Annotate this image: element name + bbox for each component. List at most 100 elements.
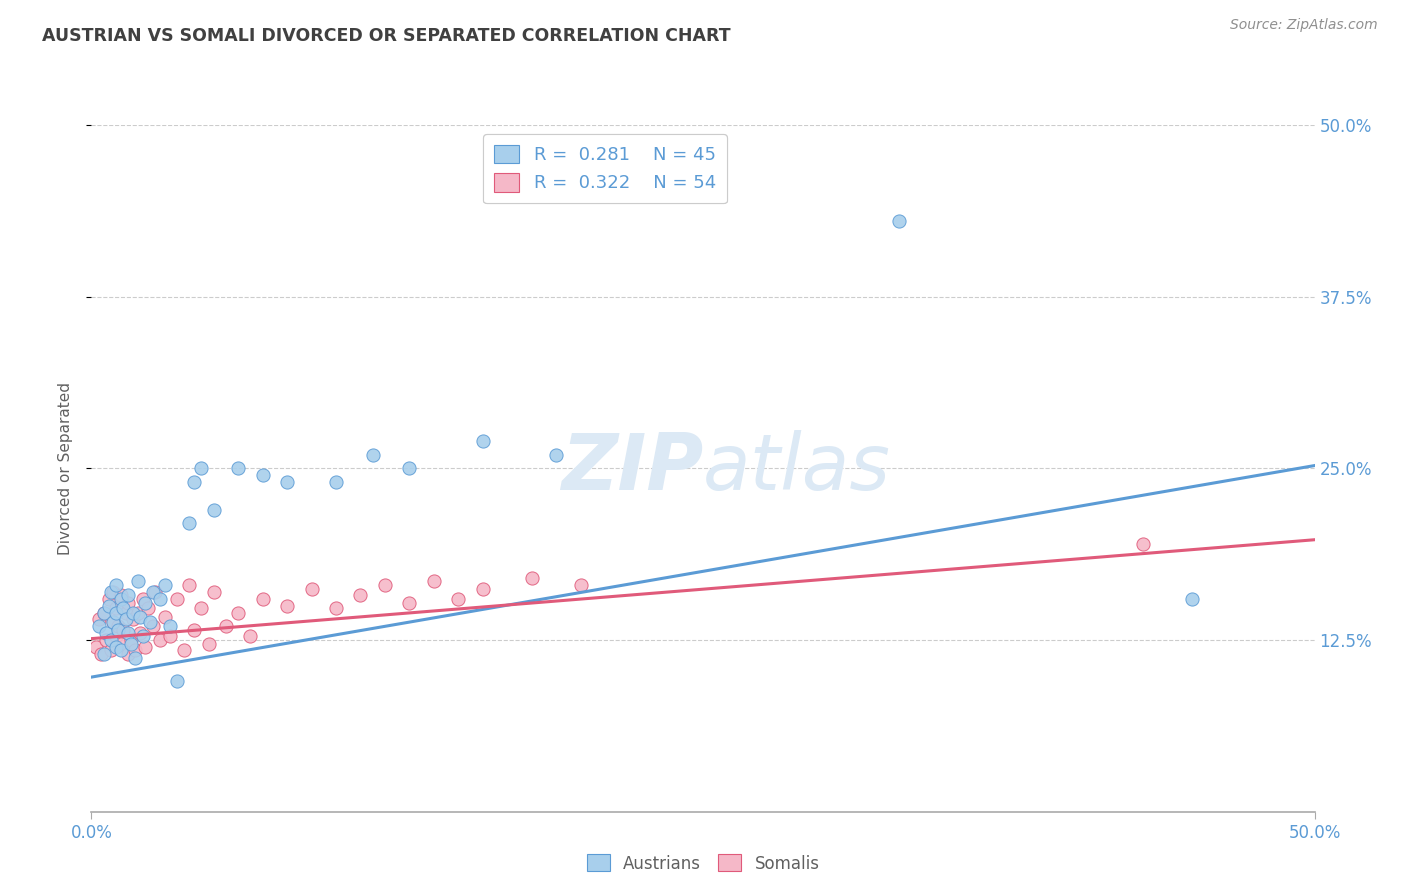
- Point: [110, 642, 132, 657]
- Point: [546, 448, 568, 462]
- Point: [136, 601, 159, 615]
- Point: [97, 591, 120, 606]
- Point: [447, 591, 470, 606]
- Point: [104, 601, 127, 615]
- Point: [471, 582, 494, 597]
- Point: [198, 637, 221, 651]
- Point: [215, 619, 238, 633]
- Point: [132, 591, 155, 606]
- Point: [226, 606, 249, 620]
- Point: [143, 585, 166, 599]
- Point: [117, 588, 139, 602]
- Point: [252, 468, 274, 483]
- Point: [129, 609, 152, 624]
- Point: [569, 578, 592, 592]
- Point: [520, 571, 543, 585]
- Point: [141, 619, 163, 633]
- Point: [104, 629, 127, 643]
- Point: [139, 615, 162, 629]
- Point: [112, 601, 135, 615]
- Point: [226, 461, 249, 475]
- Point: [179, 516, 201, 531]
- Text: AUSTRIAN VS SOMALI DIVORCED OR SEPARATED CORRELATION CHART: AUSTRIAN VS SOMALI DIVORCED OR SEPARATED…: [42, 27, 731, 45]
- Point: [252, 591, 274, 606]
- Point: [120, 633, 142, 648]
- Point: [114, 612, 136, 626]
- Point: [124, 642, 146, 657]
- Point: [423, 574, 446, 588]
- Point: [134, 596, 156, 610]
- Point: [84, 640, 107, 654]
- Point: [190, 601, 212, 615]
- Point: [107, 619, 129, 633]
- Point: [93, 647, 115, 661]
- Point: [120, 637, 142, 651]
- Point: [325, 475, 347, 489]
- Point: [110, 637, 132, 651]
- Point: [104, 606, 127, 620]
- Point: [100, 633, 122, 648]
- Point: [122, 606, 145, 620]
- Point: [301, 582, 323, 597]
- Point: [104, 640, 127, 654]
- Point: [149, 633, 172, 648]
- Point: [159, 619, 181, 633]
- Point: [93, 606, 115, 620]
- Point: [325, 601, 347, 615]
- Point: [110, 588, 132, 602]
- Point: [149, 591, 172, 606]
- Point: [127, 606, 149, 620]
- Point: [114, 606, 136, 620]
- Point: [374, 578, 396, 592]
- Point: [166, 591, 188, 606]
- Point: [94, 633, 117, 648]
- Point: [398, 596, 420, 610]
- Point: [183, 624, 205, 638]
- Point: [104, 578, 127, 592]
- Point: [107, 624, 129, 638]
- Point: [117, 596, 139, 610]
- Point: [129, 626, 152, 640]
- Point: [183, 475, 205, 489]
- Legend: R =  0.281    N = 45, R =  0.322    N = 54: R = 0.281 N = 45, R = 0.322 N = 54: [484, 134, 727, 203]
- Point: [90, 647, 112, 661]
- Point: [110, 591, 132, 606]
- Point: [398, 461, 420, 475]
- Point: [1132, 537, 1154, 551]
- Point: [276, 599, 298, 613]
- Point: [94, 626, 117, 640]
- Point: [134, 640, 156, 654]
- Point: [159, 629, 181, 643]
- Point: [276, 475, 298, 489]
- Point: [887, 214, 910, 228]
- Point: [153, 578, 176, 592]
- Point: [87, 612, 110, 626]
- Text: Source: ZipAtlas.com: Source: ZipAtlas.com: [1230, 18, 1378, 32]
- Point: [97, 599, 120, 613]
- Point: [166, 674, 188, 689]
- Point: [239, 629, 262, 643]
- Point: [103, 615, 125, 629]
- Point: [117, 647, 139, 661]
- Point: [202, 585, 225, 599]
- Point: [179, 578, 201, 592]
- Point: [173, 642, 195, 657]
- Point: [190, 461, 212, 475]
- Point: [87, 619, 110, 633]
- Point: [93, 606, 115, 620]
- Point: [124, 651, 146, 665]
- Text: ZIP: ZIP: [561, 430, 703, 507]
- Point: [1181, 591, 1204, 606]
- Point: [103, 615, 125, 629]
- Point: [132, 629, 155, 643]
- Text: atlas: atlas: [703, 430, 891, 507]
- Point: [141, 585, 163, 599]
- Y-axis label: Divorced or Separated: Divorced or Separated: [58, 382, 73, 555]
- Point: [122, 612, 145, 626]
- Point: [349, 588, 371, 602]
- Legend: Austrians, Somalis: Austrians, Somalis: [579, 847, 827, 880]
- Point: [100, 585, 122, 599]
- Point: [471, 434, 494, 448]
- Point: [103, 585, 125, 599]
- Point: [127, 574, 149, 588]
